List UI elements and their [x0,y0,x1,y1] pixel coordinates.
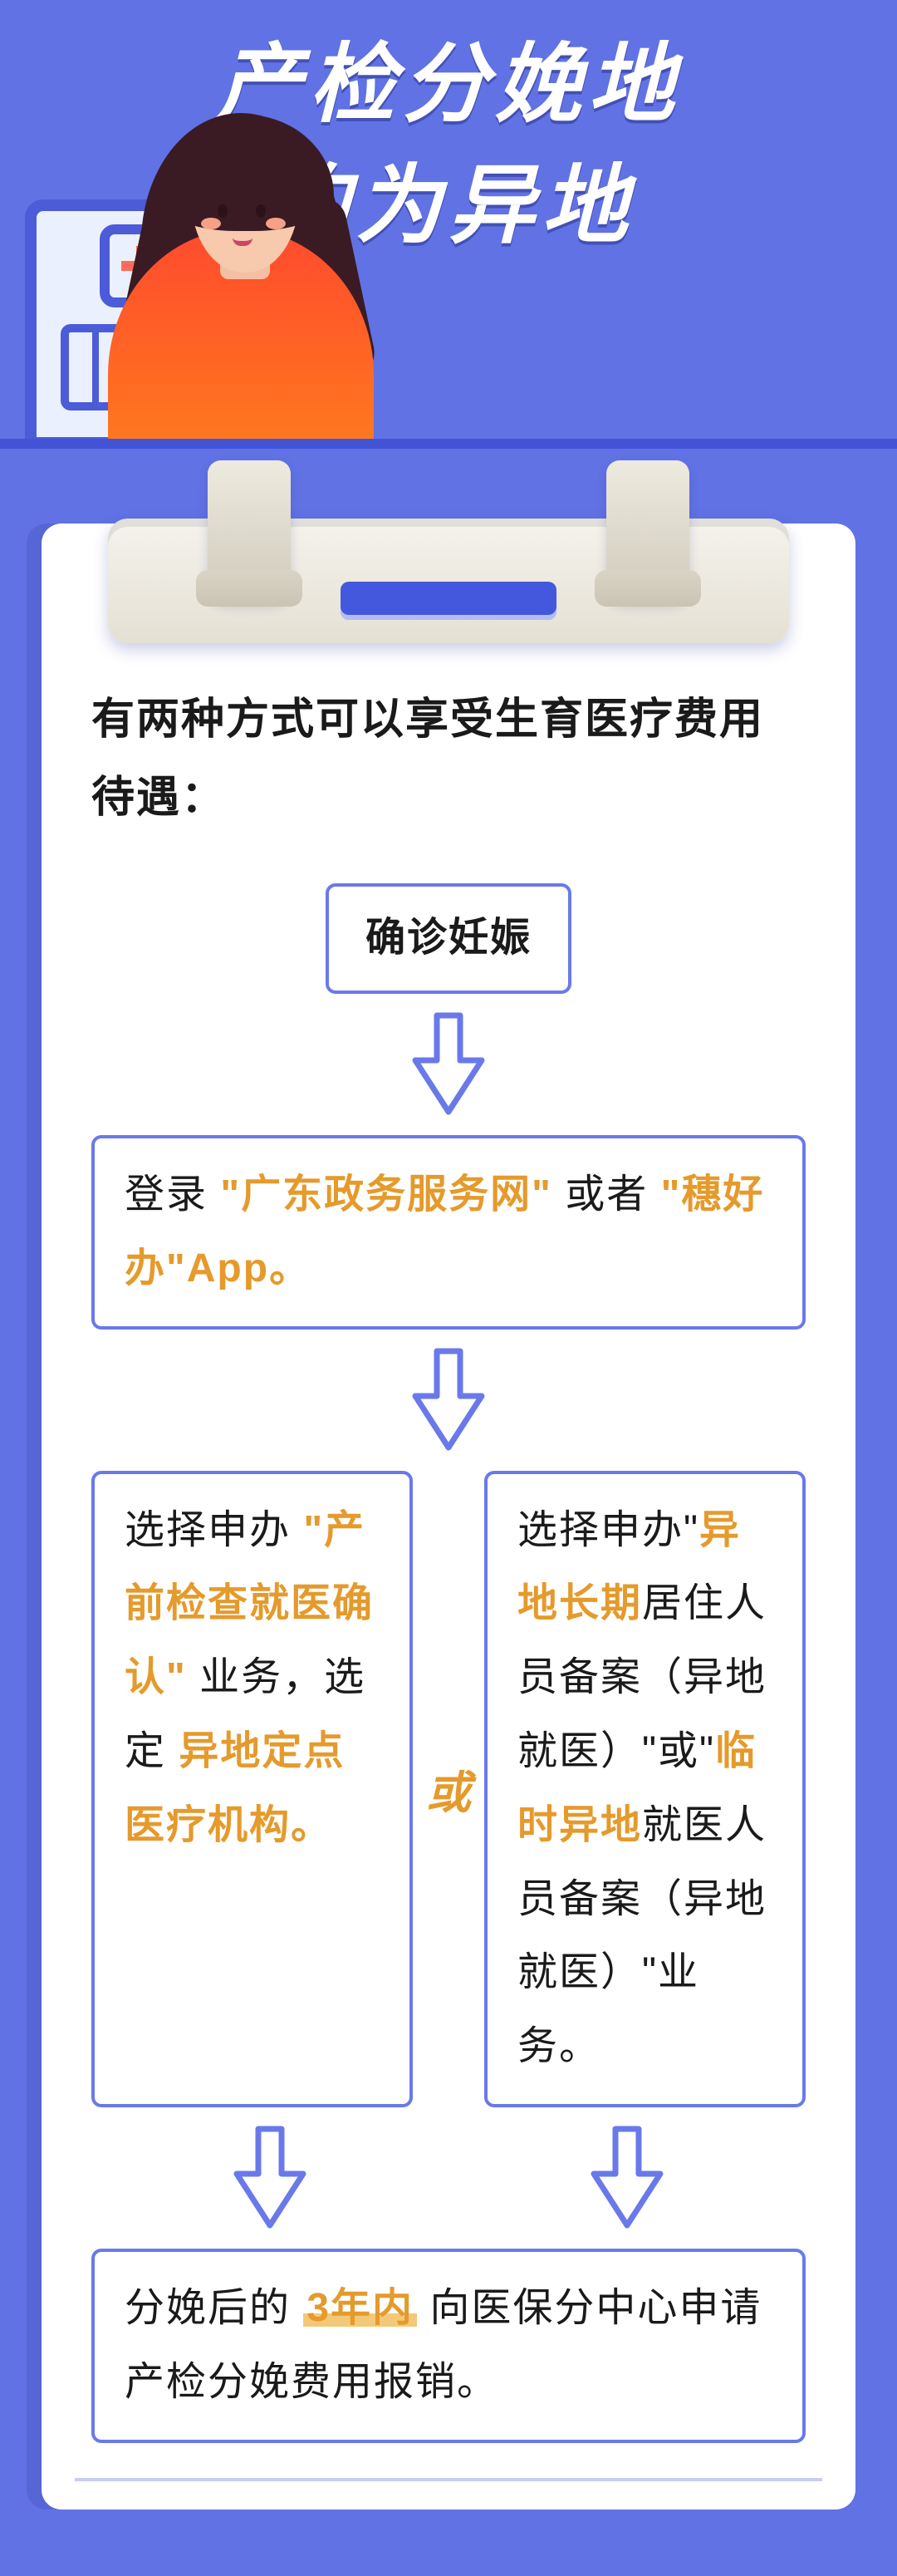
merge-arrows [91,2126,806,2230]
arrow-down-icon [410,1348,487,1453]
step-confirm-pregnancy: 确诊妊娠 [326,883,571,994]
text: 选择申办" [517,1508,699,1552]
arrow-down-icon [410,1012,487,1117]
highlight: "广东政务服务网" [220,1172,552,1217]
branch-split: 选择申办 "产前检查就医确认" 业务，选定 异地定点医疗机构。 或 选择申办"异… [91,1471,806,2107]
highlight-underline: 3年内 [303,2286,417,2330]
woman-illustration [91,63,390,449]
option-left: 选择申办 "产前检查就医确认" 业务，选定 异地定点医疗机构。 [91,1471,413,2107]
text: 或者 [565,1172,648,1217]
option-right: 选择申办"异地长期居住人员备案（异地就医）"或"临时异地就医人员备案（异地就医）… [484,1471,806,2107]
arrow-down-icon [232,2126,308,2230]
step-reimburse: 分娩后的 3年内 向医保分中心申请产检分娩费用报销。 [91,2249,806,2443]
header: 产检分娩地 均为异地 [0,0,897,449]
text: 分娩后的 [125,2286,291,2330]
or-label: 或 [423,1756,474,1821]
arrow-down-icon [589,2126,665,2230]
intro-text: 有两种方式可以享受生育医疗费用待遇： [91,681,806,837]
clipboard: 有两种方式可以享受生育医疗费用待遇： 确诊妊娠 登录 "广东政务服务网" 或者 … [0,449,897,2576]
clipboard-clip-icon [108,460,789,643]
text: 登录 [125,1172,208,1217]
text: 选择申办 [125,1508,291,1552]
flowchart: 确诊妊娠 登录 "广东政务服务网" 或者 "穗好办"App。 选择申办 [91,883,806,2442]
step-login: 登录 "广东政务服务网" 或者 "穗好办"App。 [91,1135,806,1330]
